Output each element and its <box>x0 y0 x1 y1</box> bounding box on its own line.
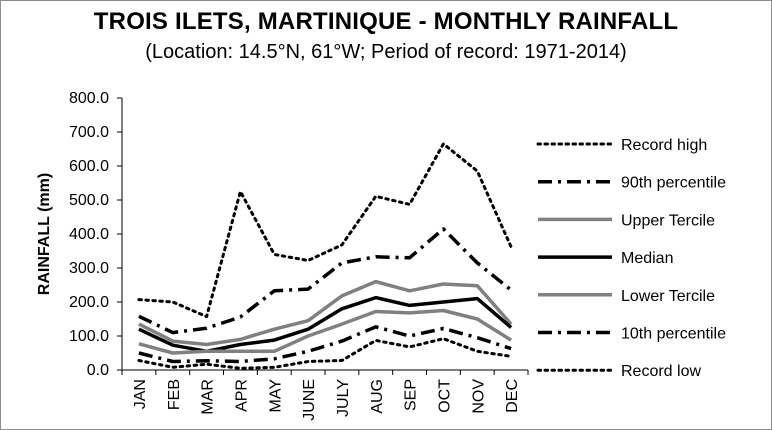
y-tick-label: 100.0 <box>69 328 109 345</box>
legend-label: 10th percentile <box>621 326 726 343</box>
x-tick-label: OCT <box>436 379 453 413</box>
series-line-90th-percentile <box>138 227 513 335</box>
y-tick-label: 600.0 <box>69 158 109 175</box>
x-tick-label: DEC <box>504 379 521 413</box>
legend-label: Record low <box>621 363 701 380</box>
legend-item: 10th percentile <box>538 326 726 343</box>
legend-label: Record high <box>621 137 707 154</box>
series-layer <box>137 142 513 370</box>
series-line-10th-percentile <box>138 325 512 364</box>
series-line-upper-tercile <box>138 279 513 347</box>
legend-item: Record low <box>536 363 701 380</box>
legend-item: 90th percentile <box>538 175 726 192</box>
y-tick-label: 0.0 <box>87 362 109 379</box>
x-tick-label: AUG <box>369 379 386 414</box>
x-tick-label: MAR <box>200 379 217 415</box>
y-tick-label: 800.0 <box>69 90 109 107</box>
x-tick-label: JUNE <box>301 379 318 421</box>
legend: Record high 90th percentile Upper Tercile M… <box>536 137 726 380</box>
x-tick-label: FEB <box>166 379 183 410</box>
legend-item: Record high <box>536 137 707 154</box>
legend-item: Upper Tercile <box>538 212 715 229</box>
legend-item: Lower Tercile <box>538 288 715 305</box>
x-tick-label: JAN <box>132 379 149 409</box>
y-tick-label: 500.0 <box>69 192 109 209</box>
y-tick-label: 300.0 <box>69 260 109 277</box>
x-tick-label: SEP <box>403 379 420 411</box>
legend-item: Median <box>538 250 673 267</box>
legend-label: Lower Tercile <box>621 288 715 305</box>
chart-subtitle: (Location: 14.5°N, 61°W; Period of recor… <box>145 41 627 63</box>
x-tick-label: JULY <box>335 379 352 417</box>
chart-title: TROIS ILETS, MARTINIQUE - MONTHLY RAINFA… <box>93 8 679 35</box>
series-line-record-low <box>137 337 513 370</box>
y-tick-label: 700.0 <box>69 124 109 141</box>
legend-label: Median <box>621 250 673 267</box>
legend-label: Upper Tercile <box>621 212 715 229</box>
x-tick-label: NOV <box>470 379 487 414</box>
y-tick-label: 400.0 <box>69 226 109 243</box>
y-axis-label: RAINFALL (mm) <box>36 173 53 295</box>
chart-axes: 0.0 100.0 200.0 300.0 400.0 500.0 600.0 700.0 80… <box>69 90 529 421</box>
series-line-lower-tercile <box>138 308 513 355</box>
x-tick-label: MAY <box>267 379 284 413</box>
x-tick-label: APR <box>233 379 250 412</box>
series-line-record-high <box>137 142 513 319</box>
y-tick-label: 200.0 <box>69 294 109 311</box>
legend-label: 90th percentile <box>621 175 726 192</box>
